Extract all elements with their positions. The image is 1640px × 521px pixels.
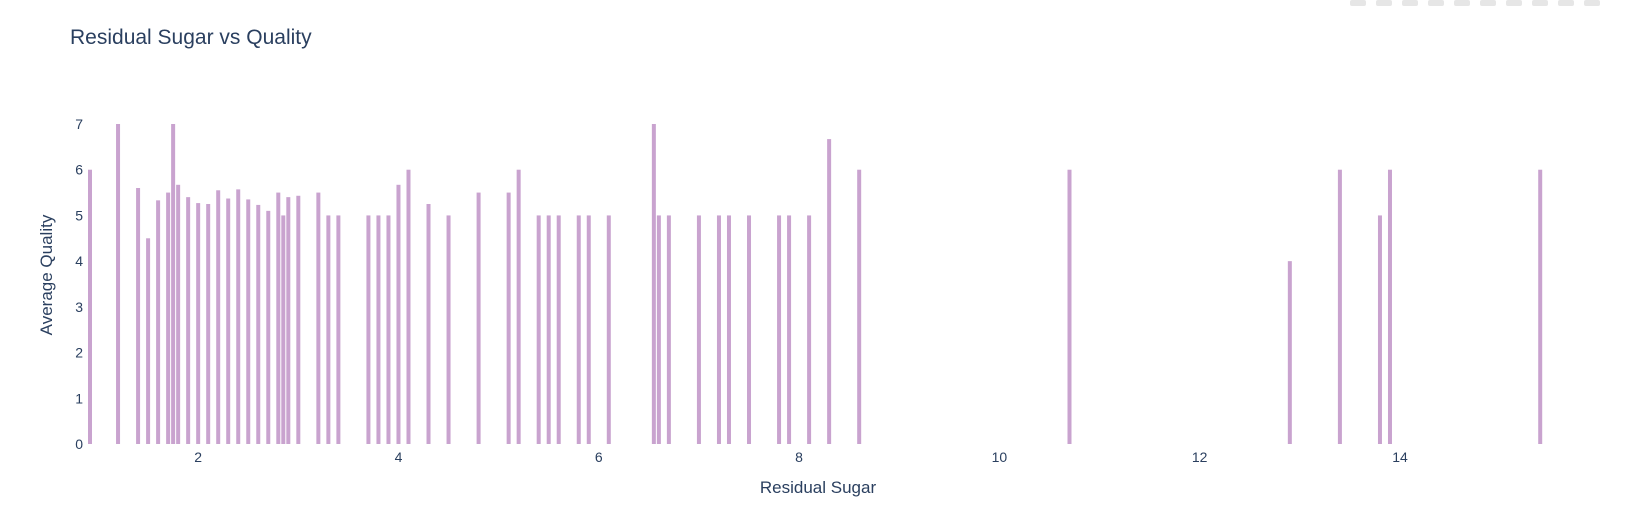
modebar[interactable] (1350, 0, 1600, 6)
chart-title: Residual Sugar vs Quality (70, 26, 312, 49)
bar (787, 215, 792, 444)
bar (1377, 215, 1382, 444)
y-tick-label: 1 (75, 390, 83, 406)
bar (476, 192, 481, 444)
bar (226, 198, 231, 444)
bar (576, 215, 581, 444)
bar (256, 204, 261, 444)
x-tick-label: 10 (992, 449, 1008, 465)
bar (236, 189, 241, 444)
bar (1287, 261, 1292, 444)
bar (376, 215, 381, 444)
y-tick-label: 4 (75, 253, 83, 269)
bar (206, 204, 211, 444)
bar (186, 197, 191, 444)
bar (807, 215, 812, 444)
bar (136, 188, 141, 444)
box-select-icon[interactable] (1428, 0, 1444, 6)
bar (666, 215, 671, 444)
bar (286, 197, 291, 444)
bar (386, 215, 391, 444)
x-tick-label: 6 (595, 449, 603, 465)
bar (171, 124, 176, 444)
bar (266, 210, 271, 444)
bar (366, 215, 371, 444)
bar (747, 215, 752, 444)
bar (281, 215, 286, 444)
y-tick-label: 2 (75, 345, 83, 361)
bar (536, 215, 541, 444)
y-tick-label: 3 (75, 299, 83, 315)
y-tick-label: 7 (75, 116, 83, 132)
camera-icon[interactable] (1350, 0, 1366, 6)
bar (651, 124, 656, 444)
x-axis-label: Residual Sugar (760, 478, 877, 497)
bar (316, 192, 321, 444)
bar (606, 215, 611, 444)
bar (426, 204, 431, 444)
zoom-in-icon[interactable] (1480, 0, 1496, 6)
y-tick-label: 6 (75, 162, 83, 178)
y-tick-label: 5 (75, 207, 83, 223)
bar (556, 215, 561, 444)
bar (116, 124, 121, 444)
pan-icon[interactable] (1402, 0, 1418, 6)
x-tick-label: 14 (1392, 449, 1408, 465)
y-axis-label: Average Quality (37, 214, 56, 335)
bar (276, 192, 281, 444)
x-tick-label: 12 (1192, 449, 1208, 465)
bar (176, 184, 181, 445)
bar (296, 195, 301, 444)
x-tick-label: 4 (395, 449, 403, 465)
bar (1337, 169, 1342, 444)
autoscale-icon[interactable] (1532, 0, 1548, 6)
bar (246, 199, 251, 444)
bar (88, 169, 92, 444)
bar (396, 184, 401, 445)
bar (827, 139, 832, 445)
zoom-icon[interactable] (1376, 0, 1392, 6)
y-axis-ticks: 0 1 2 3 4 5 6 7 (75, 116, 83, 452)
bar (726, 215, 731, 444)
bar (857, 169, 862, 444)
lasso-icon[interactable] (1454, 0, 1470, 6)
bar (696, 215, 701, 444)
bar (656, 215, 661, 444)
bar (216, 190, 221, 444)
bar (1387, 169, 1392, 444)
bar (196, 203, 201, 444)
bar (406, 169, 411, 444)
bar (326, 215, 331, 444)
bar (586, 215, 591, 444)
bar (146, 238, 151, 444)
bar (156, 200, 161, 444)
bars (88, 124, 1543, 445)
bar (516, 169, 521, 444)
y-tick-label: 0 (75, 436, 83, 452)
bar (336, 215, 341, 444)
plotly-logo-icon[interactable] (1584, 0, 1600, 6)
x-tick-label: 8 (795, 449, 803, 465)
x-axis-ticks: 2 4 6 8 10 12 14 (194, 449, 1408, 465)
reset-axes-icon[interactable] (1558, 0, 1574, 6)
bar (446, 215, 451, 444)
bar (777, 215, 782, 444)
bar (546, 215, 551, 444)
bar (506, 192, 511, 444)
x-tick-label: 2 (194, 449, 202, 465)
bar (1538, 169, 1543, 444)
bar (716, 215, 721, 444)
zoom-out-icon[interactable] (1506, 0, 1522, 6)
bar (1067, 169, 1072, 444)
bar (166, 192, 171, 444)
